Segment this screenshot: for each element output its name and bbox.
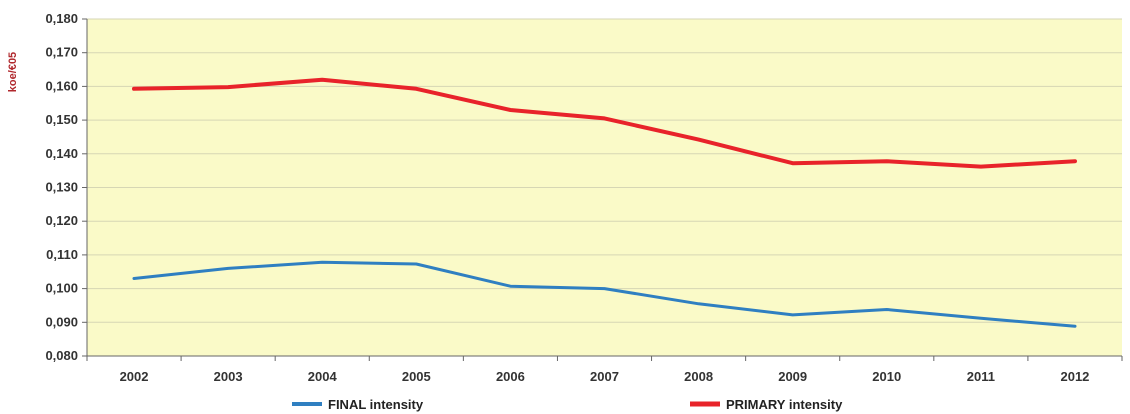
y-tick-label: 0,090 (45, 314, 78, 329)
y-axis-label: koe/€05 (7, 52, 19, 92)
x-tick-label: 2008 (684, 369, 713, 384)
y-tick-label: 0,170 (45, 45, 78, 60)
x-tick-label: 2009 (778, 369, 807, 384)
x-tick-label: 2004 (308, 369, 338, 384)
x-tick-labels: 2002 2003 2004 2005 2006 2007 2008 2009 2010 2011… (86, 356, 1123, 384)
x-tick-label: 2012 (1060, 369, 1089, 384)
x-tick-label: 2006 (496, 369, 525, 384)
series-lines (132, 77, 1077, 328)
y-tick-label: 0,150 (45, 112, 78, 127)
y-tick-label: 0,140 (45, 146, 78, 161)
y-tick-label: 0,160 (45, 78, 78, 93)
x-tick-label: 2007 (590, 369, 619, 384)
y-tick-label: 0,080 (45, 348, 78, 363)
y-tick-label: 0,180 (45, 11, 78, 26)
series-line-final-intensity (132, 260, 1077, 328)
x-tick-label: 2003 (214, 369, 243, 384)
y-tick-label: 0,130 (45, 180, 78, 195)
y-tick-labels: 0,080 0,090 0,100 0,110 0,120 0,130 0,140 0,150… (45, 11, 87, 363)
x-tick-label: 2011 (967, 369, 995, 384)
y-tick-label: 0,120 (45, 213, 78, 228)
x-tick-label: 2002 (120, 369, 149, 384)
series-line-primary-intensity (132, 77, 1077, 169)
x-tick-label: 2010 (872, 369, 901, 384)
legend-label: PRIMARY intensity (726, 397, 843, 412)
legend: FINAL intensity PRIMARY intensity (292, 397, 843, 412)
y-tick-label: 0,100 (45, 281, 78, 296)
y-tick-label: 0,110 (46, 247, 78, 262)
legend-label: FINAL intensity (328, 397, 424, 412)
x-tick-label: 2005 (402, 369, 431, 384)
